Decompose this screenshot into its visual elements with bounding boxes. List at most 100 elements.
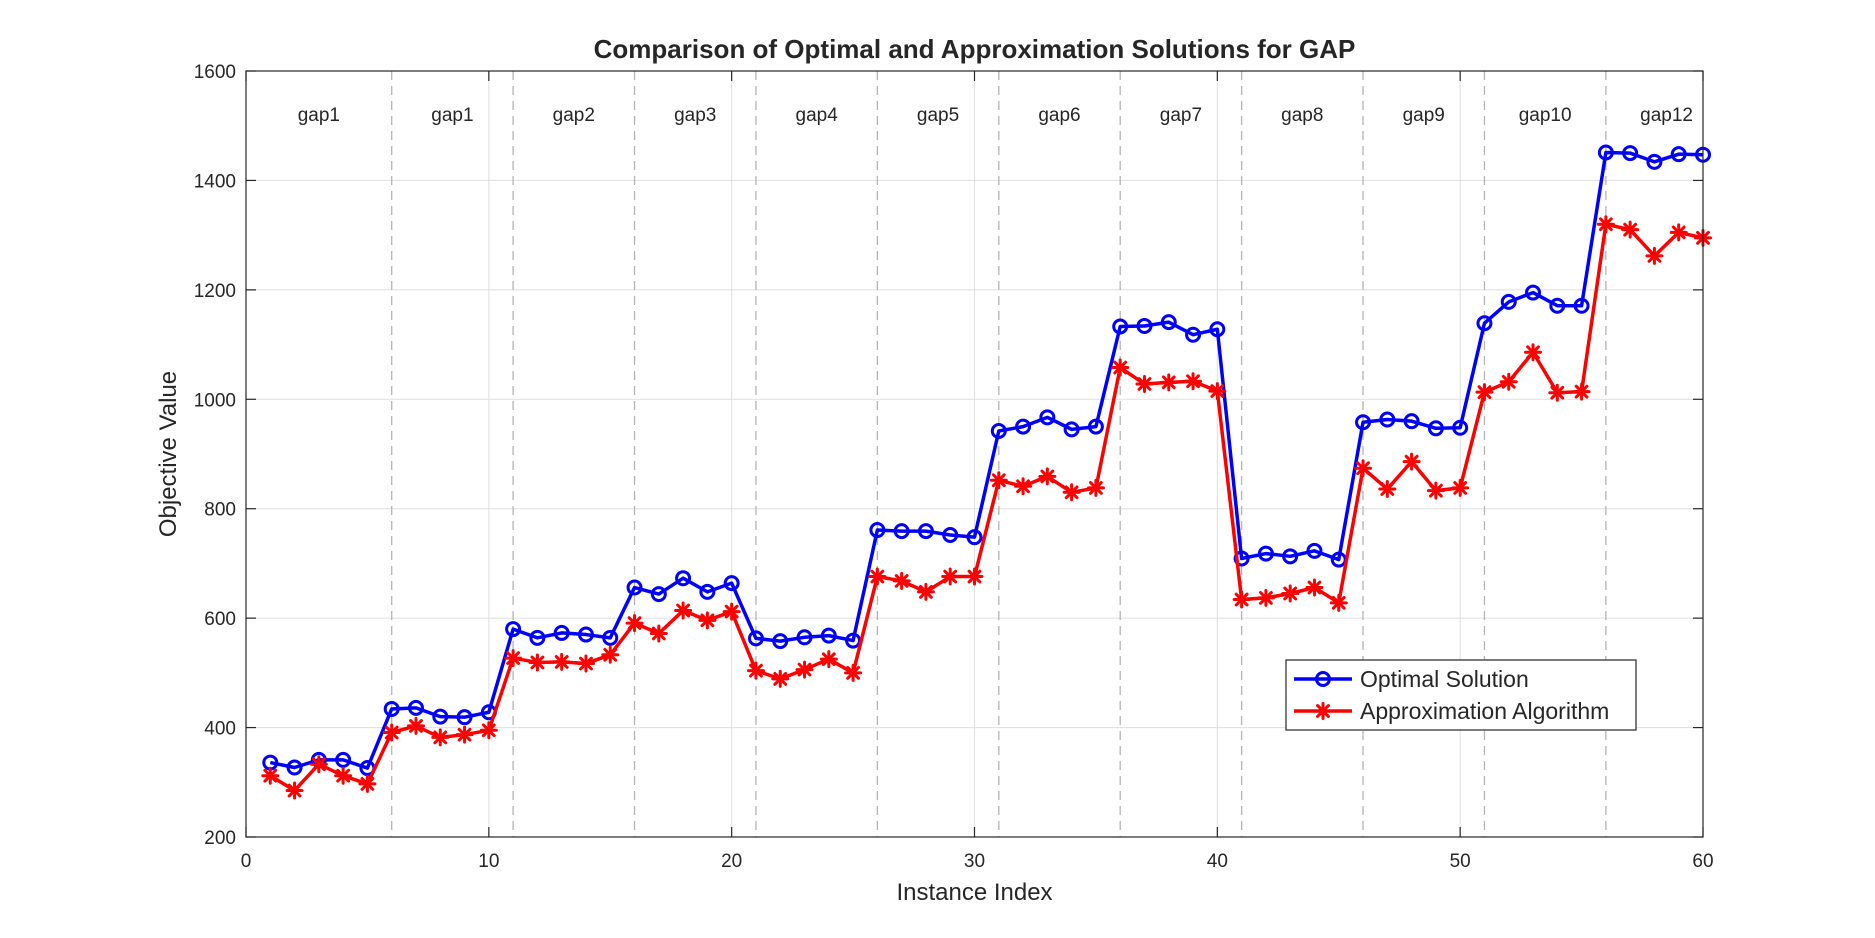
data-point — [1063, 421, 1080, 438]
data-point — [1597, 144, 1614, 161]
data-point — [649, 624, 668, 643]
y-tick-label: 1000 — [194, 390, 236, 411]
series-optimal — [262, 144, 1711, 777]
data-point — [1136, 317, 1153, 334]
data-point — [1209, 321, 1226, 338]
data-point — [1135, 374, 1154, 393]
data-point — [1014, 477, 1033, 496]
data-point — [1112, 318, 1129, 335]
data-point — [1646, 153, 1663, 170]
data-point — [941, 567, 960, 586]
data-point — [820, 627, 837, 644]
series-line — [269, 222, 1704, 793]
legend-entry: Approximation Algorithm — [1294, 698, 1609, 724]
data-point — [1379, 411, 1396, 428]
data-point — [675, 570, 692, 587]
group-label: gap12 — [1640, 105, 1693, 126]
data-point — [1572, 382, 1591, 401]
group-label: gap5 — [917, 105, 959, 126]
data-point — [479, 721, 498, 740]
data-point — [431, 728, 450, 747]
legend-marker — [1315, 671, 1331, 687]
data-point — [1208, 382, 1227, 401]
axis-ticks: 0 10 20 30 40 50 60 200 400 600 800 1000 1200 1400 160… — [194, 62, 1714, 872]
y-tick-label: 1600 — [194, 62, 236, 83]
data-point — [1086, 478, 1105, 497]
data-point — [504, 649, 523, 668]
legend-box — [1285, 659, 1637, 731]
data-point — [893, 523, 910, 540]
data-point — [772, 633, 789, 650]
data-point — [1329, 593, 1348, 612]
data-point — [722, 602, 741, 621]
group-label: gap10 — [1519, 105, 1572, 126]
data-point — [1354, 459, 1373, 478]
x-tick-label: 30 — [964, 851, 985, 872]
data-point — [505, 621, 522, 638]
data-point — [989, 471, 1008, 490]
data-point — [1087, 418, 1104, 435]
legend: Optimal Solution Approximation Algorithm — [1285, 659, 1637, 731]
data-point — [334, 766, 353, 785]
x-tick-label: 60 — [1692, 851, 1713, 872]
data-point — [699, 583, 716, 600]
data-point — [1256, 588, 1275, 607]
data-point — [1476, 315, 1493, 332]
data-point — [309, 755, 328, 774]
data-point — [650, 586, 667, 603]
group-labels: gap1 gap1 gap2 gap3 gap4 gap5 gap6 gap7 gap8 gap9… — [298, 105, 1693, 126]
legend-label: Optimal Solution — [1360, 666, 1529, 692]
y-tick-label: 800 — [204, 500, 236, 521]
data-point — [869, 522, 886, 539]
data-point — [844, 663, 863, 682]
data-point — [1622, 145, 1639, 162]
group-label: gap6 — [1038, 105, 1080, 126]
data-point — [626, 579, 643, 596]
data-point — [868, 567, 887, 586]
data-point — [601, 645, 620, 664]
data-point — [1282, 548, 1299, 565]
group-label: gap7 — [1160, 105, 1202, 126]
data-point — [1185, 326, 1202, 343]
data-point — [553, 624, 570, 641]
group-label: gap2 — [553, 105, 595, 126]
data-point — [456, 709, 473, 726]
data-point — [1549, 297, 1566, 314]
y-tick-label: 1400 — [194, 171, 236, 192]
x-tick-label: 10 — [478, 851, 499, 872]
data-point — [552, 652, 571, 671]
data-point — [1305, 578, 1324, 597]
data-point — [674, 601, 693, 620]
data-point — [383, 700, 400, 717]
x-tick-label: 0 — [241, 851, 252, 872]
data-point — [1669, 223, 1688, 242]
data-point — [1281, 584, 1300, 603]
chart-title: Comparison of Optimal and Approximation … — [594, 34, 1356, 64]
data-point — [1232, 590, 1251, 609]
data-point — [1039, 409, 1056, 426]
data-point — [1062, 483, 1081, 502]
data-point — [1306, 542, 1323, 559]
data-point — [1596, 215, 1615, 234]
data-point — [1548, 383, 1567, 402]
data-point — [286, 759, 303, 776]
data-point — [796, 629, 813, 646]
x-tick-label: 20 — [721, 851, 742, 872]
x-axis-label: Instance Index — [896, 879, 1052, 906]
data-point — [335, 751, 352, 768]
legend-marker — [1314, 702, 1332, 720]
data-point — [771, 669, 790, 688]
data-point — [942, 526, 959, 543]
data-point — [261, 766, 280, 785]
group-label: gap8 — [1281, 105, 1323, 126]
data-point — [529, 629, 546, 646]
data-point — [1015, 418, 1032, 435]
group-label: gap4 — [796, 105, 839, 126]
data-point — [1257, 545, 1274, 562]
data-point — [1355, 414, 1372, 431]
data-point — [1427, 420, 1444, 437]
data-point — [1621, 220, 1640, 239]
group-label: gap3 — [674, 105, 716, 126]
data-point — [577, 626, 594, 643]
